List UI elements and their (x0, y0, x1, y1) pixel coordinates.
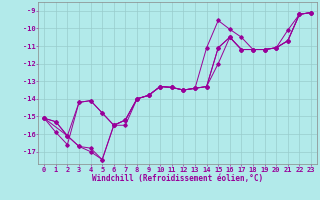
X-axis label: Windchill (Refroidissement éolien,°C): Windchill (Refroidissement éolien,°C) (92, 174, 263, 183)
